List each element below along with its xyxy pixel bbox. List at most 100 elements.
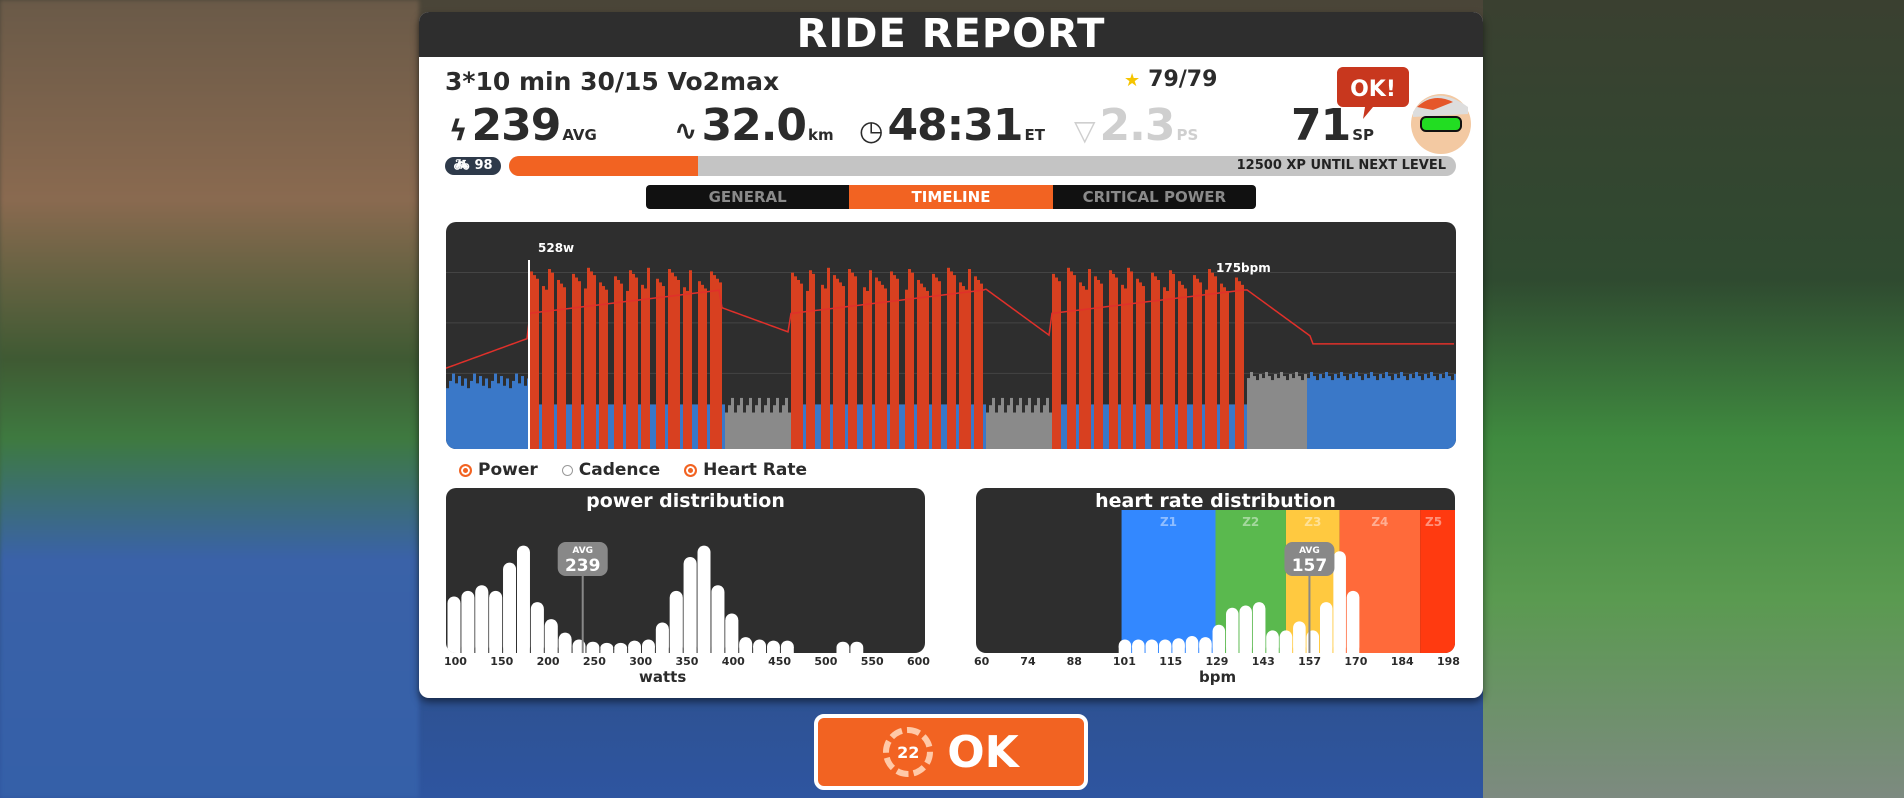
power-bar-endurance bbox=[986, 412, 989, 449]
power-bar-recovery bbox=[1076, 404, 1079, 449]
power-bar-endurance bbox=[488, 388, 491, 449]
avatar-bubble-text: OK! bbox=[1350, 77, 1396, 102]
tab-general[interactable]: GENERAL bbox=[708, 188, 787, 206]
distribution-bar-body bbox=[600, 649, 614, 653]
power-bar-vo2 bbox=[1154, 276, 1157, 449]
power-bar-endurance bbox=[1280, 371, 1283, 449]
power-bar-vo2 bbox=[917, 279, 920, 449]
legend-heart-rate-toggle[interactable]: Heart Rate bbox=[684, 460, 807, 480]
power-bar-endurance bbox=[1298, 376, 1301, 449]
power-bar-endurance bbox=[467, 388, 470, 449]
workout-name: 3*10 min 30/15 Vo2max bbox=[445, 67, 780, 96]
power-bar-endurance bbox=[1274, 374, 1277, 449]
power-bar-vo2 bbox=[701, 284, 704, 449]
power-bar-recovery bbox=[539, 404, 542, 449]
power-bar-vo2 bbox=[905, 289, 908, 449]
power-bar-endurance bbox=[452, 373, 455, 449]
power-bar-endurance bbox=[1436, 380, 1439, 449]
power-bar-vo2 bbox=[911, 272, 914, 449]
power-bar-recovery bbox=[1175, 404, 1178, 449]
power-bar-vo2 bbox=[821, 284, 824, 449]
power-bar-vo2 bbox=[1085, 289, 1088, 449]
power-bar-vo2 bbox=[977, 279, 980, 449]
distribution-bar-body bbox=[780, 647, 794, 653]
power-bar-vo2 bbox=[626, 290, 629, 449]
x-tick-label: 100 bbox=[444, 655, 467, 668]
x-tick-label: 400 bbox=[721, 655, 745, 668]
power-bar-recovery bbox=[554, 404, 557, 449]
power-bar-endurance bbox=[776, 397, 779, 449]
power-bar-endurance bbox=[1448, 376, 1451, 449]
power-bar-endurance bbox=[1286, 380, 1289, 449]
power-bar-recovery bbox=[1229, 404, 1232, 449]
avatar: OK! bbox=[1333, 62, 1473, 162]
power-bar-vo2 bbox=[827, 267, 830, 449]
power-bar-recovery bbox=[1103, 404, 1106, 449]
distribution-bar-body bbox=[669, 597, 683, 653]
ok-button[interactable]: 22 OK bbox=[814, 714, 1088, 790]
power-bar-endurance bbox=[734, 412, 737, 449]
power-bar-endurance bbox=[446, 388, 449, 449]
chart-title: power distribution bbox=[586, 490, 785, 512]
power-bar-endurance bbox=[1412, 378, 1415, 449]
power-bar-recovery bbox=[1148, 404, 1151, 449]
power-bar-vo2 bbox=[1070, 271, 1073, 449]
stat-pizza-slices: ▽ 2.3 PS bbox=[1074, 100, 1199, 151]
power-bar-endurance bbox=[1277, 378, 1280, 449]
power-bar-recovery bbox=[1145, 404, 1148, 449]
legend-cadence-toggle[interactable]: Cadence bbox=[561, 460, 660, 480]
avg-badge bbox=[1284, 542, 1335, 576]
distribution-bar-body bbox=[1333, 557, 1346, 653]
background-scene-right bbox=[1483, 0, 1904, 798]
power-bar-endurance bbox=[1418, 376, 1421, 449]
distribution-bar-body bbox=[1226, 614, 1239, 653]
power-bar-endurance bbox=[1301, 380, 1304, 449]
x-tick-label: 143 bbox=[1251, 655, 1275, 668]
power-bar-vo2 bbox=[836, 278, 839, 449]
power-bar-recovery bbox=[722, 404, 725, 449]
power-bar-vo2 bbox=[878, 281, 881, 449]
power-bar-endurance bbox=[1358, 376, 1361, 449]
power-bar-vo2 bbox=[806, 290, 809, 449]
power-bar-endurance bbox=[1019, 397, 1022, 449]
power-bar-endurance bbox=[1349, 374, 1352, 449]
tab-critical-power[interactable]: CRITICAL POWER bbox=[1082, 188, 1227, 206]
ok-label: OK bbox=[947, 726, 1019, 778]
power-bar-recovery bbox=[902, 404, 905, 449]
tab-timeline[interactable]: TIMELINE bbox=[849, 185, 1053, 209]
power-bar-endurance bbox=[479, 376, 482, 449]
power-bar-endurance bbox=[464, 378, 467, 449]
power-bar-endurance bbox=[1424, 374, 1427, 449]
power-bar-vo2 bbox=[1139, 282, 1142, 449]
power-bar-vo2 bbox=[557, 279, 560, 449]
report-tabs: GENERAL TIMELINE CRITICAL POWER bbox=[646, 185, 1256, 209]
power-bar-vo2 bbox=[980, 283, 983, 449]
power-bar-vo2 bbox=[920, 283, 923, 449]
distribution-bar-body bbox=[739, 643, 753, 653]
power-bar-endurance bbox=[1388, 376, 1391, 449]
power-bar-vo2 bbox=[542, 286, 545, 449]
clock-icon: ◷ bbox=[859, 114, 884, 147]
power-bar-vo2 bbox=[1196, 278, 1199, 449]
legend-power-toggle[interactable]: Power bbox=[459, 460, 538, 480]
x-tick-label: 115 bbox=[1159, 655, 1183, 668]
power-bar-endurance bbox=[1328, 376, 1331, 449]
power-bar-vo2 bbox=[824, 288, 827, 449]
power-bar-endurance bbox=[1367, 378, 1370, 449]
power-bar-recovery bbox=[623, 404, 626, 449]
power-bar-endurance bbox=[1373, 376, 1376, 449]
distribution-bar-body bbox=[489, 597, 503, 653]
power-bar-endurance bbox=[1265, 371, 1268, 449]
x-tick-label: 157 bbox=[1298, 655, 1322, 668]
power-bar-vo2 bbox=[851, 272, 854, 449]
radio-on-icon bbox=[684, 463, 698, 477]
power-bar-vo2 bbox=[938, 281, 941, 449]
power-bar-vo2 bbox=[935, 277, 938, 449]
timeline-chart: 528w 175bpm bbox=[446, 222, 1456, 449]
power-bar-endurance bbox=[1316, 380, 1319, 449]
power-bar-vo2 bbox=[713, 275, 716, 449]
power-bar-endurance bbox=[779, 412, 782, 449]
zone-band bbox=[1121, 510, 1216, 653]
power-bar-vo2 bbox=[926, 290, 929, 449]
distribution-bar-body bbox=[642, 645, 655, 653]
